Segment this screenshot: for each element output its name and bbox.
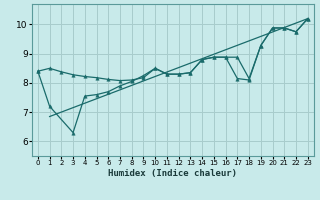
X-axis label: Humidex (Indice chaleur): Humidex (Indice chaleur): [108, 169, 237, 178]
